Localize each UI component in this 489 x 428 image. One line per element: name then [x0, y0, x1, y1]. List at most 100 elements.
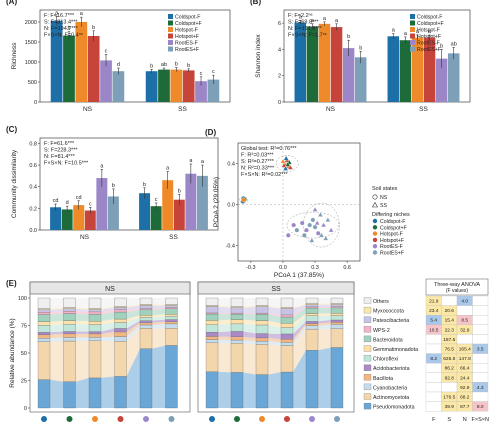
anova-cell — [472, 401, 489, 412]
significance-letter: b — [187, 63, 190, 69]
stat-text: S: F=228.3*** — [44, 148, 78, 154]
alluvial-flow — [75, 340, 89, 382]
treatment-marker — [41, 416, 47, 422]
anova-cell — [425, 372, 442, 383]
y-tick-label: 0.6 — [29, 163, 37, 169]
legend-swatch — [168, 27, 173, 32]
alluvial-flow — [101, 328, 115, 334]
group-label: SS — [271, 286, 281, 293]
alluvial-flow — [75, 311, 89, 315]
cluster-ellipse — [275, 155, 299, 172]
stacked-segment — [37, 325, 51, 333]
alluvial-flow — [318, 313, 331, 316]
alluvial-flow — [218, 305, 231, 308]
y-tick-label: 0.4 — [227, 162, 235, 168]
bar — [399, 40, 412, 102]
phylum-swatch — [363, 354, 372, 362]
alluvial-flow — [268, 324, 281, 334]
stacked-segment — [37, 308, 51, 310]
alluvial-flow — [268, 337, 281, 343]
alluvial-flow — [75, 307, 89, 310]
alluvial-flow — [75, 313, 89, 322]
alluvial-flow — [243, 298, 256, 307]
stat-text: N: R²=0.33*** — [241, 166, 275, 172]
legend-label: Hotspot-F — [417, 28, 440, 34]
legend-swatch — [372, 218, 378, 224]
significance-letter: b — [112, 183, 115, 189]
alluvial-flow — [152, 345, 166, 408]
point-ss — [322, 235, 329, 241]
y-tick-label: 1500 — [25, 40, 37, 46]
alluvial-flow — [152, 319, 166, 323]
bar — [158, 69, 170, 102]
stacked-segment — [255, 312, 269, 315]
treatment-marker — [92, 416, 98, 422]
legend-swatch — [410, 33, 415, 39]
group-label: NS — [105, 286, 115, 293]
anova-cell — [425, 401, 442, 412]
bar — [330, 27, 343, 102]
stacked-segment — [305, 350, 319, 409]
phylum-swatch — [363, 374, 372, 381]
significance-letter: a — [335, 18, 339, 24]
bar — [73, 205, 85, 230]
stacked-segment — [63, 311, 76, 314]
anova-value: 4.3 — [477, 385, 484, 391]
anova-header-box — [425, 278, 489, 296]
alluvial-flow — [243, 313, 256, 315]
panel-letter: (A) — [6, 0, 17, 6]
point-ns — [312, 224, 318, 230]
stacked-segment — [63, 340, 76, 382]
legend-label: Hotspot+F — [175, 34, 199, 40]
legend-swatch — [372, 225, 378, 230]
stacked-segment — [165, 323, 178, 329]
stacked-segment — [114, 376, 127, 409]
stacked-segment — [37, 332, 51, 335]
bar — [61, 209, 73, 230]
alluvial-flow — [126, 320, 140, 332]
stacked-segment — [114, 307, 127, 310]
alluvial-flow — [318, 322, 331, 326]
x-tick-label: 0.3 — [311, 265, 319, 271]
stacked-segment — [88, 311, 102, 315]
legend-title: Differing niches — [372, 212, 410, 218]
stacked-segment — [305, 303, 319, 305]
point-ss — [285, 161, 291, 167]
stacked-segment — [305, 321, 319, 324]
stacked-segment — [114, 341, 127, 377]
stacked-segment — [255, 314, 269, 321]
bar — [150, 206, 162, 230]
x-tick-label: SS — [419, 106, 428, 113]
y-axis-label: Relative abundance (%) — [9, 318, 16, 387]
legend-swatch — [372, 231, 378, 236]
stacked-segment — [305, 323, 319, 326]
y-tick-label: 0.2 — [29, 206, 37, 212]
alluvial-flow — [293, 350, 306, 408]
legend-label: Coldspot-F — [380, 219, 405, 225]
stacked-segment — [280, 323, 294, 328]
group-header — [29, 281, 191, 295]
legend-label: RootES-F — [175, 41, 198, 47]
anova-cell — [472, 372, 489, 383]
stacked-segment — [139, 305, 153, 309]
stacked-segment — [37, 338, 51, 342]
stacked-segment — [205, 320, 219, 325]
alluvial-flow — [293, 313, 306, 328]
legend-shape-ss — [371, 201, 379, 208]
alluvial-flow — [75, 298, 89, 309]
anova-value: 10.5 — [429, 327, 439, 333]
anova-value: 68.2 — [460, 395, 470, 401]
alluvial-flow — [101, 306, 115, 310]
treatment-marker — [259, 416, 265, 422]
bar — [112, 71, 125, 102]
point-ss — [320, 222, 327, 228]
bar — [162, 180, 174, 230]
legend-label: RootES+F — [175, 47, 199, 53]
stacked-segment — [63, 333, 76, 338]
legend-title: Soil states — [372, 186, 398, 192]
stacked-segment — [63, 381, 76, 409]
y-tick-label: 75 — [21, 324, 27, 330]
y-tick-label: 0.4 — [29, 185, 37, 191]
alluvial-flow — [218, 298, 231, 307]
stacked-segment — [88, 321, 102, 325]
